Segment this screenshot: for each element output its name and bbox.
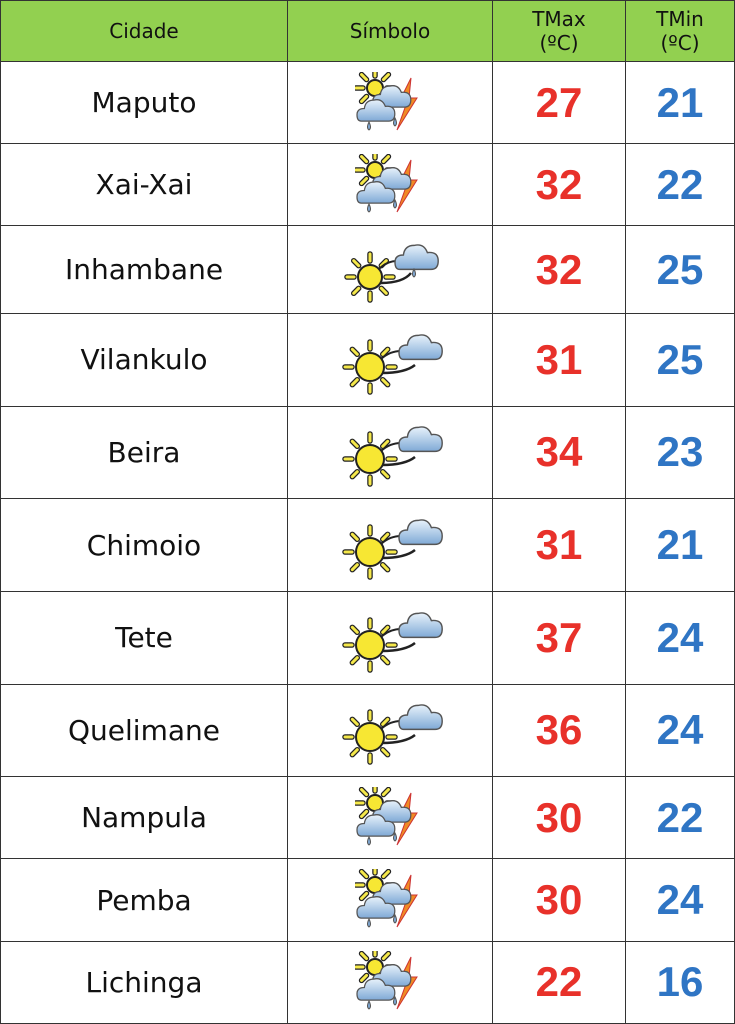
table-row: Vilankulo 31 25: [0, 312, 735, 407]
weather-symbol-cell: [287, 858, 493, 942]
table-row: Chimoio 31 21: [0, 498, 735, 592]
header-tmax-unit: (ºC): [539, 31, 579, 55]
tmin-value: 16: [625, 940, 735, 1024]
thunderstorm-sun-icon: [288, 71, 492, 134]
tmax-value: 22: [492, 940, 626, 1024]
header-city: Cidade: [0, 0, 288, 62]
tmin-value: 24: [625, 683, 735, 778]
city-name: Lichinga: [0, 940, 288, 1024]
table-row: Xai-Xai 32 22: [0, 143, 735, 227]
tmin-value: 21: [625, 60, 735, 145]
city-name: Beira: [0, 405, 288, 500]
table-row: Lichinga 22 16: [0, 940, 735, 1024]
city-name: Maputo: [0, 60, 288, 145]
header-tmax-label: TMax: [532, 7, 586, 31]
table-row: Maputo 27 21: [0, 60, 735, 145]
weather-symbol-cell: [287, 590, 493, 685]
tmin-value: 24: [625, 590, 735, 685]
tmax-value: 37: [492, 590, 626, 685]
table-row: Pemba 30 24: [0, 858, 735, 942]
city-name: Inhambane: [0, 225, 288, 314]
thunderstorm-sun-icon: [288, 153, 492, 216]
sun-cloud-icon: [288, 603, 492, 673]
table-row: Nampula 30 22: [0, 776, 735, 860]
sun-cloud-rain-icon: [288, 237, 492, 303]
header-tmin-unit: (ºC): [660, 31, 700, 55]
table-row: Tete 37 24: [0, 590, 735, 685]
tmax-value: 30: [492, 776, 626, 860]
header-row: Cidade Símbolo TMax (ºC) TMin (ºC): [0, 0, 735, 62]
tmin-value: 25: [625, 225, 735, 314]
city-name: Nampula: [0, 776, 288, 860]
tmax-value: 30: [492, 858, 626, 942]
city-name: Vilankulo: [0, 312, 288, 407]
weather-symbol-cell: [287, 143, 493, 227]
weather-symbol-cell: [287, 60, 493, 145]
tmin-value: 24: [625, 858, 735, 942]
tmin-value: 22: [625, 776, 735, 860]
weather-symbol-cell: [287, 683, 493, 778]
header-symbol: Símbolo: [287, 0, 493, 62]
weather-symbol-cell: [287, 225, 493, 314]
table-row: Beira 34 23: [0, 405, 735, 500]
tmin-value: 25: [625, 312, 735, 407]
tmin-value: 22: [625, 143, 735, 227]
sun-cloud-icon: [288, 417, 492, 488]
tmax-value: 36: [492, 683, 626, 778]
weather-symbol-cell: [287, 940, 493, 1024]
city-name: Pemba: [0, 858, 288, 942]
header-tmin-label: TMin: [656, 7, 704, 31]
header-tmin: TMin (ºC): [625, 0, 735, 62]
thunderstorm-sun-icon: [288, 951, 492, 1013]
sun-cloud-icon: [288, 510, 492, 580]
tmin-value: 23: [625, 405, 735, 500]
city-name: Quelimane: [0, 683, 288, 778]
table-row: Inhambane 32 25: [0, 225, 735, 314]
tmax-value: 31: [492, 312, 626, 407]
sun-cloud-icon: [288, 695, 492, 766]
tmax-value: 34: [492, 405, 626, 500]
weather-symbol-cell: [287, 498, 493, 592]
table-row: Quelimane 36 24: [0, 683, 735, 778]
header-tmax: TMax (ºC): [492, 0, 626, 62]
tmax-value: 32: [492, 225, 626, 314]
weather-symbol-cell: [287, 405, 493, 500]
city-name: Chimoio: [0, 498, 288, 592]
thunderstorm-sun-icon: [288, 869, 492, 931]
city-name: Tete: [0, 590, 288, 685]
tmax-value: 31: [492, 498, 626, 592]
sun-cloud-icon: [288, 325, 492, 395]
tmin-value: 21: [625, 498, 735, 592]
weather-symbol-cell: [287, 776, 493, 860]
tmax-value: 32: [492, 143, 626, 227]
tmax-value: 27: [492, 60, 626, 145]
city-name: Xai-Xai: [0, 143, 288, 227]
thunderstorm-sun-icon: [288, 786, 492, 849]
weather-symbol-cell: [287, 312, 493, 407]
